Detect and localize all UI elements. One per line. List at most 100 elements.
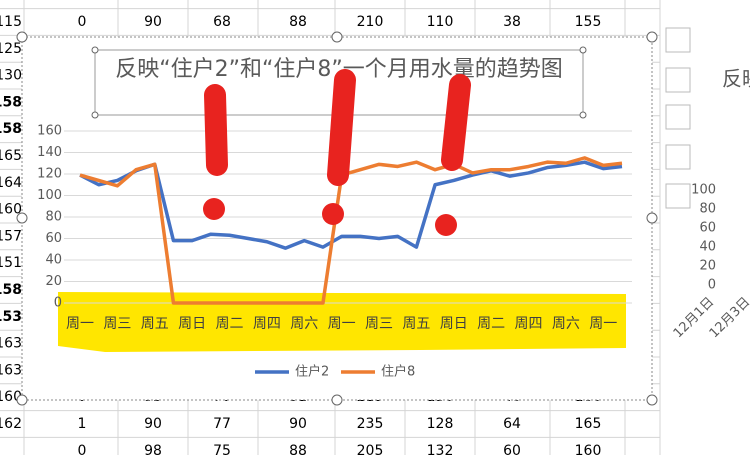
annotation-dot bbox=[203, 198, 225, 220]
cell: 75 bbox=[213, 443, 231, 455]
cell: 130 bbox=[0, 68, 22, 84]
annotation-dot bbox=[435, 214, 457, 236]
y-tick-label: 100 bbox=[37, 188, 62, 203]
cell: 165 bbox=[0, 148, 22, 164]
side-y-tick-label: 40 bbox=[699, 240, 716, 255]
cell: 153 bbox=[0, 309, 22, 325]
cell: 0 bbox=[78, 14, 87, 30]
cell: 164 bbox=[0, 175, 22, 191]
cell: 132 bbox=[427, 443, 454, 455]
selection-handle bbox=[331, 31, 343, 43]
x-tick-label: 周三 bbox=[365, 316, 393, 332]
cell: 158 bbox=[0, 121, 22, 137]
cell: 38 bbox=[503, 14, 521, 30]
selection-handle bbox=[16, 212, 28, 224]
x-tick-label: 周四 bbox=[253, 316, 281, 332]
series-line bbox=[79, 156, 623, 305]
cell: 90 bbox=[144, 14, 162, 30]
cell: 157 bbox=[0, 228, 22, 244]
side-chart-title: 反映 bbox=[722, 67, 750, 91]
side-y-tick-label: 60 bbox=[699, 221, 716, 236]
cell: 158 bbox=[0, 282, 22, 298]
cell: 110 bbox=[427, 14, 454, 30]
cell: 162 bbox=[0, 416, 22, 432]
cell: 160 bbox=[0, 389, 22, 405]
selection-handle bbox=[579, 111, 587, 119]
y-tick-label: 120 bbox=[37, 167, 62, 182]
x-tick-label: 周二 bbox=[216, 316, 244, 332]
cell: 158 bbox=[0, 94, 22, 110]
annotation-mark bbox=[327, 69, 356, 186]
selection-handle bbox=[331, 394, 343, 406]
cell: 125 bbox=[0, 41, 22, 57]
annotation-mark bbox=[441, 74, 471, 171]
y-tick-label: 140 bbox=[37, 145, 62, 160]
annotation-mark bbox=[204, 84, 228, 176]
x-tick-label: 周日 bbox=[178, 316, 206, 332]
selection-handle bbox=[646, 31, 658, 43]
x-tick-label: 周四 bbox=[515, 316, 543, 332]
cell: 160 bbox=[575, 443, 602, 455]
cell: 77 bbox=[213, 416, 231, 432]
x-tick-label: 周六 bbox=[552, 316, 580, 332]
x-tick-label: 周六 bbox=[290, 316, 318, 332]
cell: 0 bbox=[78, 443, 87, 455]
cell: 88 bbox=[289, 14, 307, 30]
cell: 68 bbox=[213, 14, 231, 30]
chart-tool-button[interactable] bbox=[665, 104, 691, 130]
y-tick-label: 20 bbox=[45, 274, 62, 289]
selection-handle bbox=[646, 212, 658, 224]
cell: 165 bbox=[575, 416, 602, 432]
y-tick-label: 60 bbox=[45, 231, 62, 246]
cell: 160 bbox=[0, 202, 22, 218]
cell: 90 bbox=[144, 416, 162, 432]
side-chart-area bbox=[700, 38, 750, 438]
cell: 163 bbox=[0, 336, 22, 352]
x-tick-label: 周二 bbox=[477, 316, 505, 332]
side-y-tick-label: 20 bbox=[699, 259, 716, 274]
cell: 163 bbox=[0, 362, 22, 378]
cell: 210 bbox=[357, 14, 384, 30]
cell: 115 bbox=[0, 14, 22, 30]
chart-tool-button[interactable] bbox=[665, 27, 691, 53]
selection-handle bbox=[91, 46, 99, 54]
cell: 60 bbox=[503, 443, 521, 455]
y-tick-label: 80 bbox=[45, 210, 62, 225]
chart-tool-button[interactable] bbox=[665, 144, 691, 170]
cell: 90 bbox=[289, 416, 307, 432]
x-tick-label: 周一 bbox=[66, 316, 94, 332]
cell: 235 bbox=[357, 416, 384, 432]
x-tick-label: 周三 bbox=[103, 316, 131, 332]
legend-label: 住户8 bbox=[381, 364, 415, 380]
cell: 1 bbox=[78, 416, 87, 432]
selection-handle bbox=[16, 394, 28, 406]
legend-label: 住户2 bbox=[295, 364, 329, 380]
selection-handle bbox=[16, 31, 28, 43]
cell: 128 bbox=[427, 416, 454, 432]
selection-handle bbox=[91, 111, 99, 119]
cell: 64 bbox=[503, 416, 521, 432]
y-tick-label: 0 bbox=[54, 296, 62, 311]
side-y-tick-label: 0 bbox=[708, 278, 716, 293]
cell: 205 bbox=[357, 443, 384, 455]
cell: 88 bbox=[289, 443, 307, 455]
x-tick-label: 周五 bbox=[402, 316, 430, 332]
y-tick-label: 160 bbox=[37, 124, 62, 139]
x-tick-label: 周一 bbox=[589, 316, 617, 332]
side-y-tick-label: 100 bbox=[691, 183, 716, 198]
x-tick-label: 周五 bbox=[141, 316, 169, 332]
series-line bbox=[79, 160, 623, 250]
highlight bbox=[58, 292, 626, 352]
cell: 155 bbox=[575, 14, 602, 30]
y-tick-label: 40 bbox=[45, 253, 62, 268]
x-tick-label: 周日 bbox=[440, 316, 468, 332]
chart-tool-button[interactable] bbox=[665, 183, 691, 209]
annotation-dot bbox=[322, 203, 344, 225]
side-y-tick-label: 80 bbox=[699, 202, 716, 217]
selection-handle bbox=[646, 394, 658, 406]
selection-handle bbox=[579, 46, 587, 54]
cell: 151 bbox=[0, 255, 22, 271]
x-tick-label: 周一 bbox=[328, 316, 356, 332]
chart-tool-button[interactable] bbox=[665, 67, 691, 93]
